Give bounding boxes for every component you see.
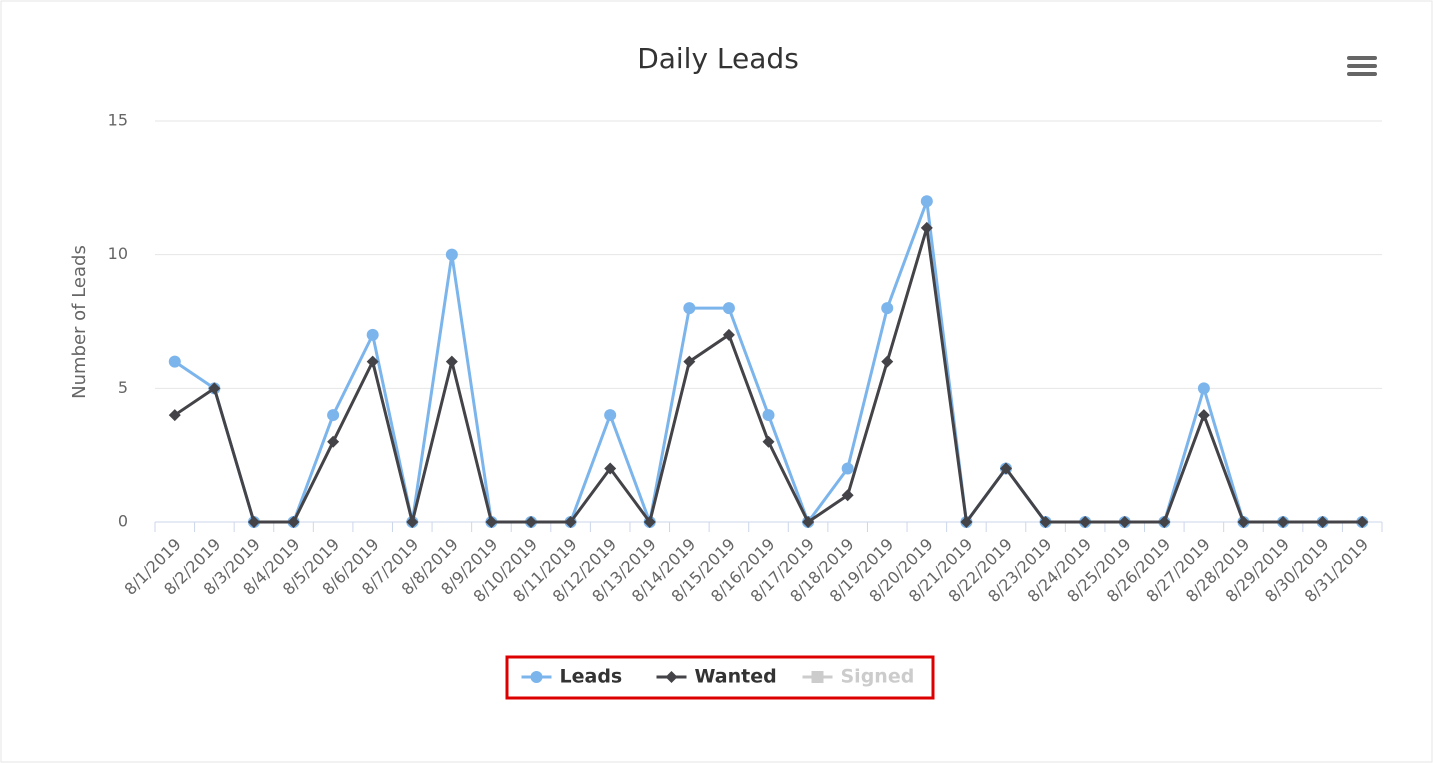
menu-bar xyxy=(1347,64,1377,68)
point xyxy=(1277,516,1290,528)
legend-item[interactable]: Wanted xyxy=(656,666,777,688)
chart-title: Daily Leads xyxy=(637,42,799,75)
legend-item[interactable]: Leads xyxy=(521,666,623,688)
point xyxy=(1237,516,1250,528)
point xyxy=(841,489,854,502)
point xyxy=(999,462,1012,475)
point xyxy=(525,516,538,528)
point xyxy=(168,409,181,422)
point xyxy=(366,355,379,368)
point xyxy=(881,302,894,315)
point xyxy=(327,435,340,448)
point xyxy=(406,516,419,528)
point xyxy=(208,382,221,395)
legend-label: Signed xyxy=(841,666,915,688)
point xyxy=(1197,409,1210,422)
legend-label: Wanted xyxy=(695,666,777,688)
y-tick-label: 5 xyxy=(118,378,128,397)
point xyxy=(841,462,854,475)
menu-bar xyxy=(1347,72,1377,76)
y-tick-label: 10 xyxy=(108,244,128,263)
point xyxy=(960,516,973,528)
point xyxy=(168,355,181,368)
point xyxy=(604,462,617,475)
point xyxy=(1197,382,1210,395)
point xyxy=(445,355,458,368)
y-tick-label: 0 xyxy=(118,512,128,531)
point xyxy=(287,516,300,528)
y-tick-label: 15 xyxy=(108,111,128,130)
y-axis-title: Number of Leads xyxy=(69,245,90,399)
point xyxy=(1356,516,1369,528)
point xyxy=(762,435,775,448)
point xyxy=(1158,516,1171,528)
point xyxy=(920,195,933,208)
legend-marker xyxy=(811,671,824,683)
point xyxy=(802,516,815,528)
legend-marker xyxy=(530,671,543,683)
menu-button[interactable] xyxy=(1347,56,1377,76)
point xyxy=(920,221,933,234)
point xyxy=(485,516,498,528)
legend-item[interactable]: Signed xyxy=(802,666,915,688)
point xyxy=(1039,516,1052,528)
point xyxy=(722,302,735,315)
menu-bar xyxy=(1347,56,1377,60)
point xyxy=(327,409,340,422)
point xyxy=(1118,516,1131,528)
point xyxy=(722,328,735,341)
point xyxy=(445,248,458,261)
point xyxy=(564,516,577,528)
point xyxy=(366,328,379,341)
point xyxy=(762,409,775,422)
point xyxy=(1079,516,1092,528)
legend-marker xyxy=(665,671,678,683)
point xyxy=(604,409,617,422)
point xyxy=(683,355,696,368)
highlight-box xyxy=(505,655,935,700)
legend-label: Leads xyxy=(560,666,623,688)
point xyxy=(643,516,656,528)
point xyxy=(683,302,696,315)
point xyxy=(247,516,260,528)
point xyxy=(1316,516,1329,528)
point xyxy=(881,355,894,368)
